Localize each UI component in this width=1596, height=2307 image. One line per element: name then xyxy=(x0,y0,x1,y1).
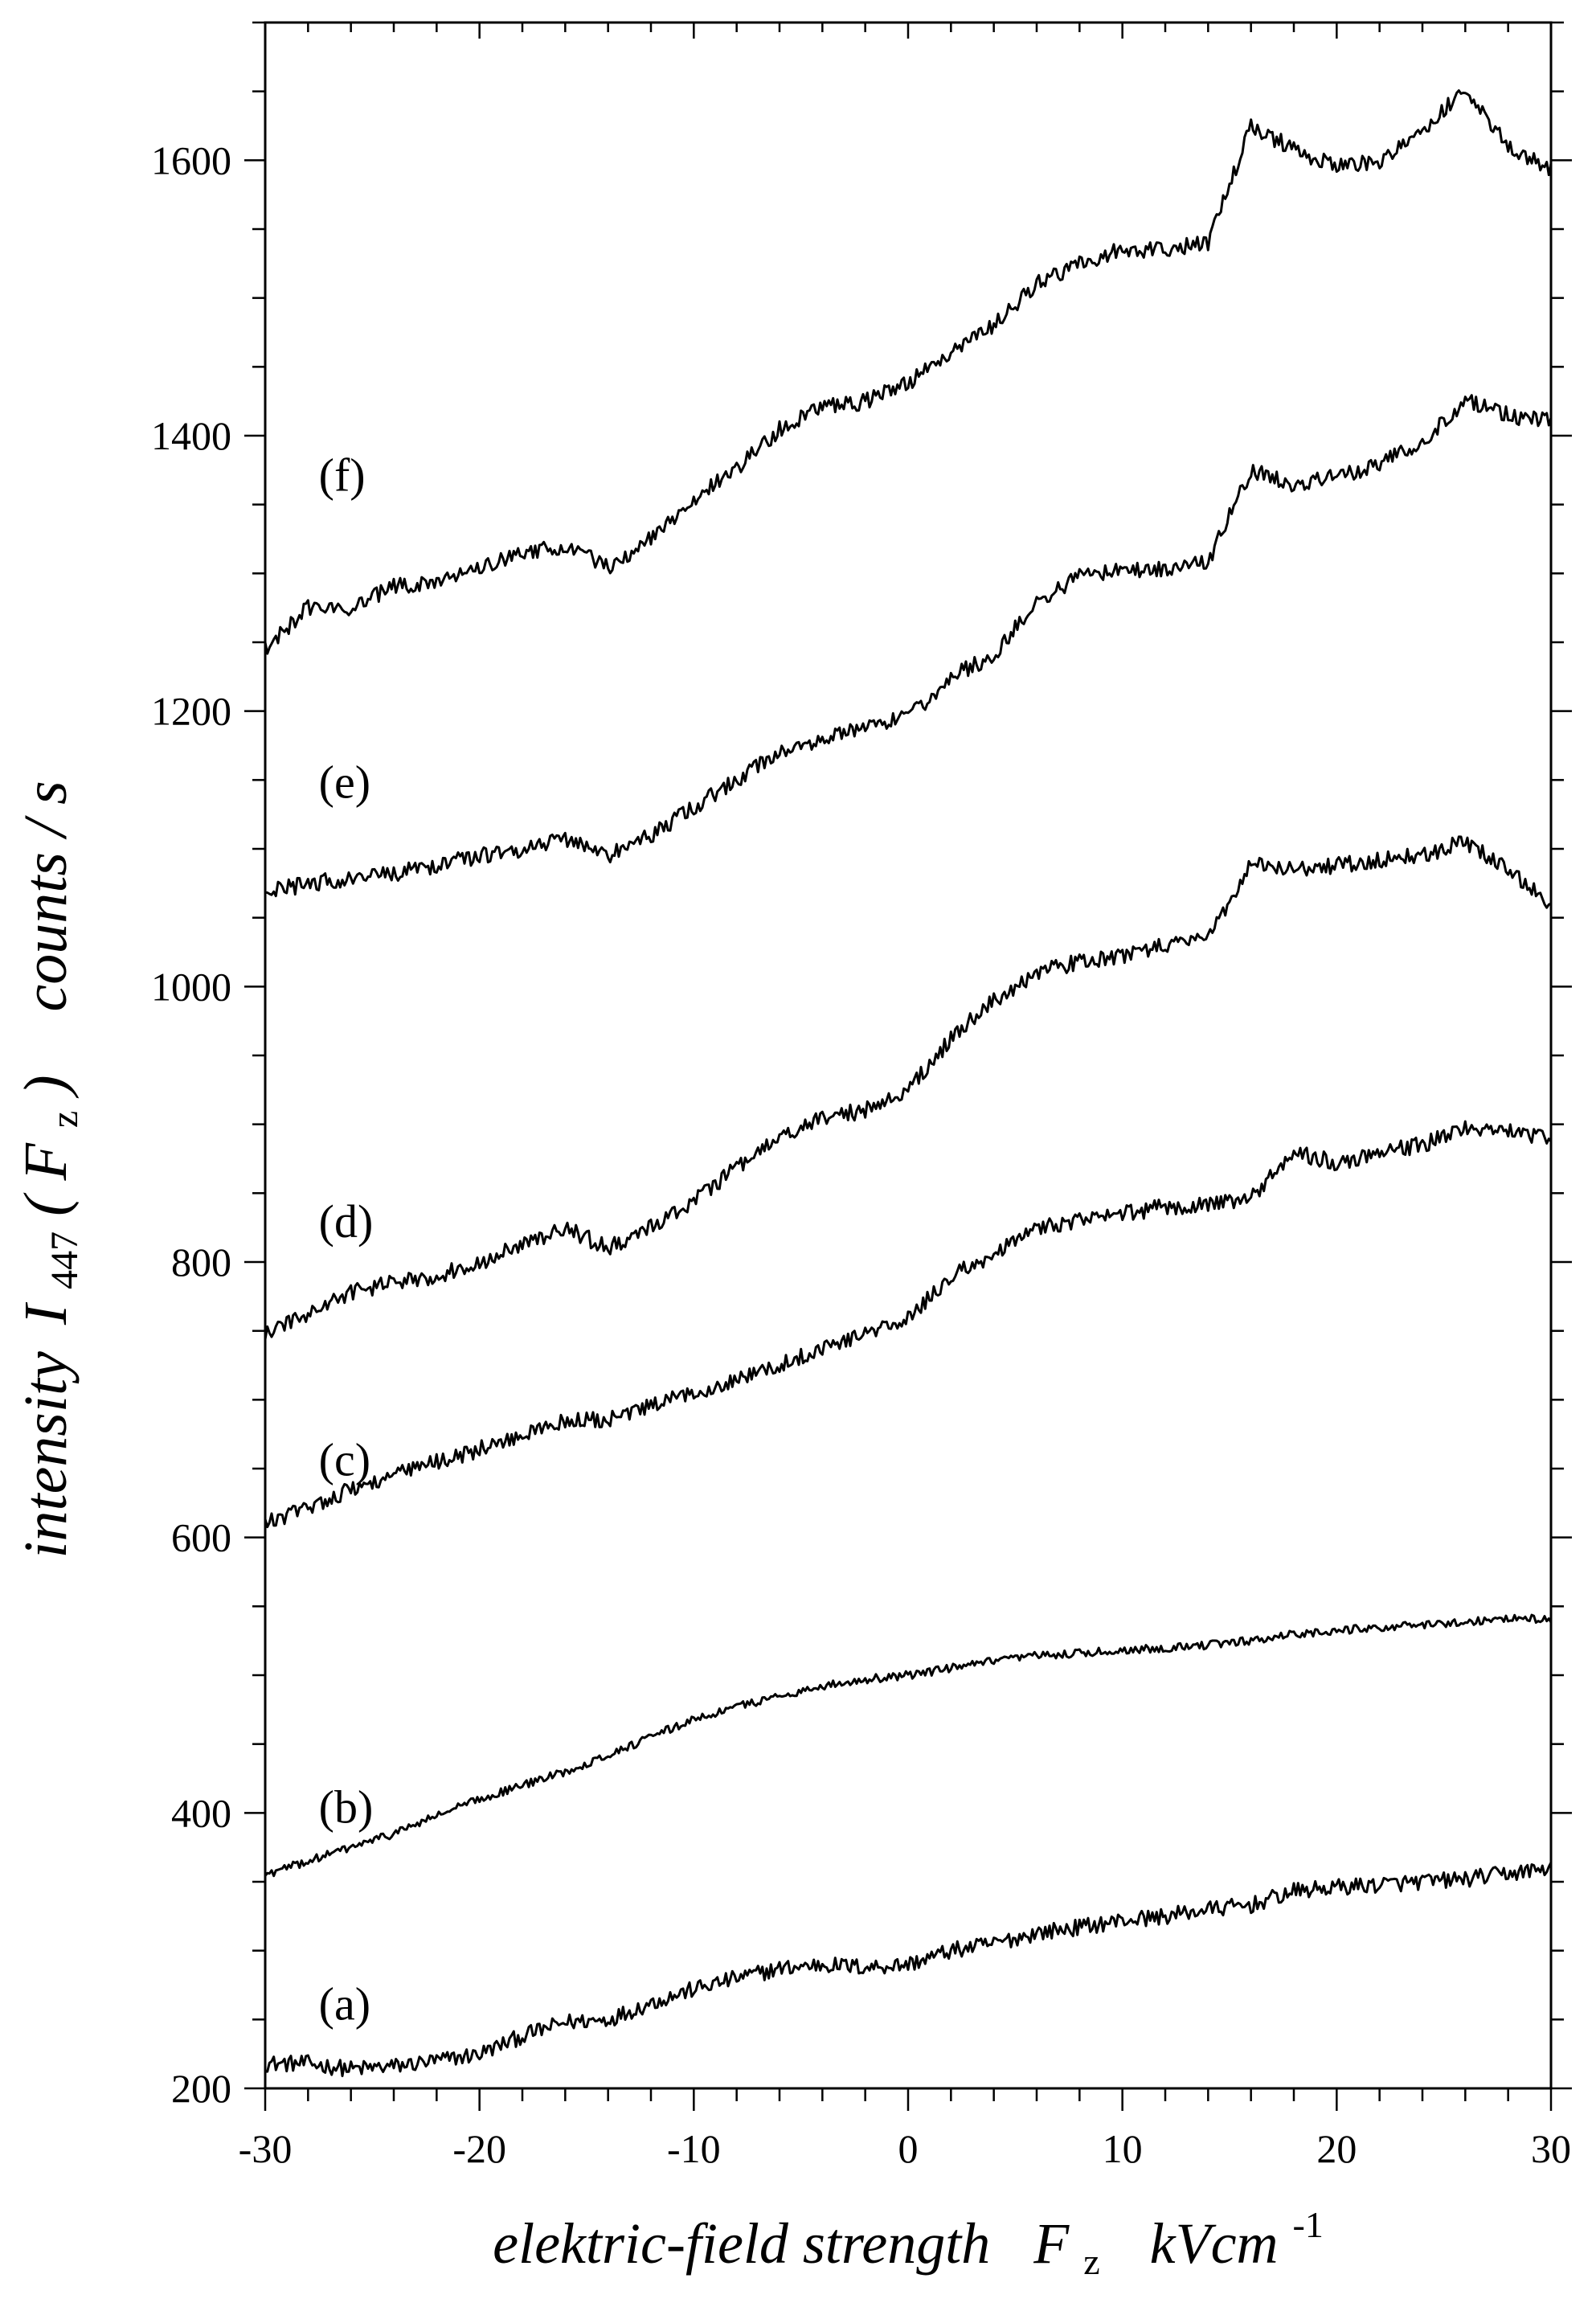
y-axis-arg: F xyxy=(12,1142,80,1182)
y-axis-symbol-sub: 447 xyxy=(43,1231,86,1289)
y-axis-unit: counts / s xyxy=(12,781,80,1011)
x-axis-unit-sup: -1 xyxy=(1293,2204,1324,2245)
series-line-a xyxy=(264,1862,1553,2078)
y-axis-close-paren: ) xyxy=(12,1075,80,1098)
y-axis-title-main: intensity xyxy=(12,1351,80,1559)
x-tick-label: 10 xyxy=(1103,2126,1143,2171)
series-line-b xyxy=(264,1613,1553,1878)
series-line-c xyxy=(264,1120,1553,1529)
x-tick-label: 30 xyxy=(1531,2126,1571,2171)
series-label: (b) xyxy=(319,1780,374,1833)
y-tick-label: 400 xyxy=(171,1790,231,1835)
ticks xyxy=(244,21,1572,2111)
labels: -30 -20 -10 0 10 20 30 200 400 600 800 1000 1200 1400… xyxy=(151,137,1571,2171)
x-tick-label: -30 xyxy=(239,2126,293,2171)
x-tick-label: 0 xyxy=(898,2126,919,2171)
y-axis-open-paren: ( xyxy=(12,1192,80,1216)
y-axis-arg-sub: z xyxy=(43,1111,86,1128)
x-axis-title-main: elektric-field strength xyxy=(493,2211,990,2276)
x-axis-unit: kVcm xyxy=(1150,2211,1279,2276)
y-tick-label: 1200 xyxy=(151,689,231,734)
series-line-d xyxy=(264,835,1552,1340)
plot-frame xyxy=(264,21,1553,2090)
x-axis-symbol-sub: z xyxy=(1083,2241,1099,2282)
x-tick-label: -20 xyxy=(452,2126,506,2171)
series-group xyxy=(264,89,1553,2078)
series-line-f xyxy=(264,89,1553,655)
series-label: (c) xyxy=(319,1434,370,1486)
y-tick-label: 800 xyxy=(171,1240,231,1285)
x-tick-label: -10 xyxy=(667,2126,721,2171)
x-axis-symbol: F xyxy=(1033,2211,1070,2276)
x-axis-title: elektric-field strength F z kVcm -1 xyxy=(493,2204,1324,2287)
series-label: (a) xyxy=(319,1977,370,2030)
series-line-e xyxy=(264,394,1553,898)
y-axis-symbol: I xyxy=(12,1301,80,1326)
y-tick-label: 200 xyxy=(171,2066,231,2111)
series-label: (f) xyxy=(319,449,366,502)
series-label: (d) xyxy=(319,1195,374,1248)
x-tick-label: 20 xyxy=(1316,2126,1357,2171)
y-tick-label: 1400 xyxy=(151,413,231,458)
y-tick-label: 600 xyxy=(171,1515,231,1560)
y-tick-label: 1000 xyxy=(151,964,231,1009)
y-tick-label: 1600 xyxy=(151,137,231,182)
series-label: (e) xyxy=(319,756,370,809)
y-axis-title: intensity I 447 ( F z ) counts / s xyxy=(12,781,91,1558)
